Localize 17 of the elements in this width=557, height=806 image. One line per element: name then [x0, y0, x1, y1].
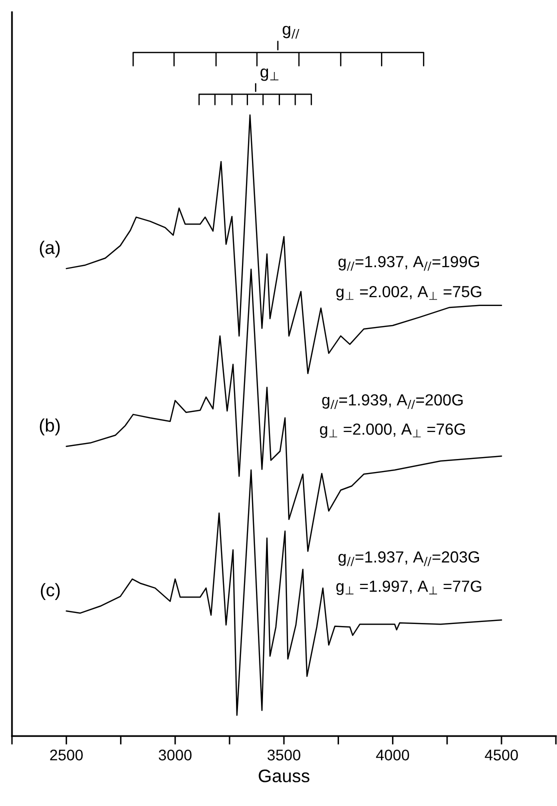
x-tick-label: 4500	[484, 750, 518, 760]
x-tick-label: 4000	[376, 750, 410, 760]
x-tick-label: 3000	[158, 750, 192, 760]
annotation: g$_{//}$=1.939, A$_{//}$=200G	[322, 394, 463, 410]
x-tick-label: 2500	[50, 750, 83, 760]
annotation: g$_{⊥}$ =2.002, A$_{⊥}$ =75G	[336, 286, 482, 300]
annotation: g$_{//}$	[282, 26, 300, 39]
annotation: g$_{⊥}$ =2.000, A$_{⊥}$ =76G	[320, 424, 465, 438]
x-tick-label: 3500	[268, 750, 300, 760]
series-label: (b)	[40, 418, 60, 436]
annotation: g$_{//}$=1.937, A$_{//}$=203G	[338, 551, 479, 566]
series-label: (a)	[40, 240, 60, 258]
annotation: g$_{⊥}$ =1.997, A$_{⊥}$ =77G	[336, 580, 482, 596]
annotation: g$_{⊥}$	[260, 68, 278, 81]
series-label: (c)	[40, 583, 60, 600]
x-axis-title: Gauss	[258, 770, 310, 782]
annotation: g$_{//}$=1.937, A$_{//}$=199G	[338, 256, 479, 271]
